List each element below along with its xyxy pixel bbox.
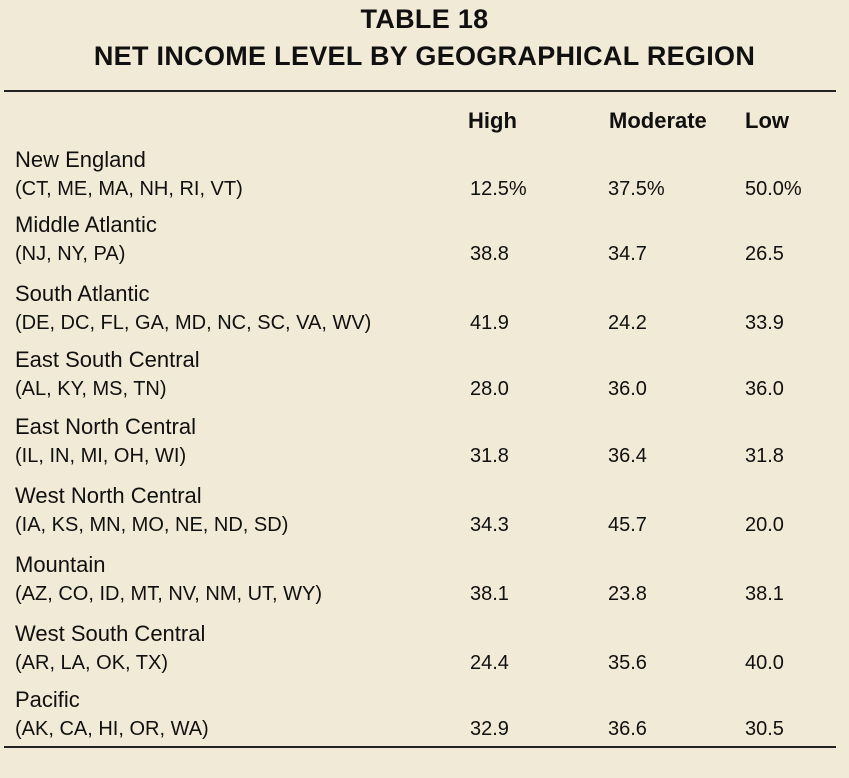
region-states: (AZ, CO, ID, MT, NV, NM, UT, WY) [15,583,323,605]
table-row: Mountain (AZ, CO, ID, MT, NV, NM, UT, WY… [0,551,849,619]
column-header-low: Low [745,108,789,133]
value-moderate: 24.2 [608,312,647,334]
region-states: (AL, KY, MS, TN) [15,378,167,400]
table-row: South Atlantic (DE, DC, FL, GA, MD, NC, … [0,280,849,348]
region-name: New England [15,147,146,172]
region-states: (IL, IN, MI, OH, WI) [15,445,187,467]
region-name: Middle Atlantic [15,212,157,237]
region-states: (NJ, NY, PA) [15,243,126,265]
table-row: East South Central (AL, KY, MS, TN) 28.0… [0,346,849,414]
value-high: 38.8 [470,243,509,265]
column-header-high: High [468,108,517,133]
value-low: 50.0% [745,178,802,200]
region-name: Mountain [15,552,106,577]
value-low: 40.0 [745,652,784,674]
value-high: 41.9 [470,312,509,334]
table-row: Middle Atlantic (NJ, NY, PA) 38.8 34.7 2… [0,211,849,279]
value-high: 28.0 [470,378,509,400]
top-rule [4,90,836,92]
value-low: 26.5 [745,243,784,265]
region-states: (CT, ME, MA, NH, RI, VT) [15,178,243,200]
table-row: West North Central (IA, KS, MN, MO, NE, … [0,482,849,550]
region-name: South Atlantic [15,281,150,306]
region-name: West South Central [15,621,206,646]
value-moderate: 36.6 [608,718,647,740]
value-high: 31.8 [470,445,509,467]
value-high: 34.3 [470,514,509,536]
value-low: 36.0 [745,378,784,400]
value-moderate: 36.0 [608,378,647,400]
value-high: 24.4 [470,652,509,674]
region-name: West North Central [15,483,202,508]
bottom-rule [4,746,836,748]
table-row: Pacific (AK, CA, HI, OR, WA) 32.9 36.6 3… [0,686,849,754]
value-moderate: 45.7 [608,514,647,536]
value-low: 30.5 [745,718,784,740]
value-low: 31.8 [745,445,784,467]
value-moderate: 23.8 [608,583,647,605]
table-row: West South Central (AR, LA, OK, TX) 24.4… [0,620,849,688]
value-high: 32.9 [470,718,509,740]
value-low: 33.9 [745,312,784,334]
value-low: 20.0 [745,514,784,536]
region-states: (DE, DC, FL, GA, MD, NC, SC, VA, WV) [15,312,372,334]
table-title: TABLE 18 [360,4,489,34]
table-row: East North Central (IL, IN, MI, OH, WI) … [0,413,849,481]
value-moderate: 35.6 [608,652,647,674]
value-low: 38.1 [745,583,784,605]
table-subtitle: NET INCOME LEVEL BY GEOGRAPHICAL REGION [93,41,756,71]
region-name: East South Central [15,347,200,372]
region-name: Pacific [15,687,80,712]
column-header-moderate: Moderate [609,108,707,133]
value-high: 38.1 [470,583,509,605]
value-high: 12.5% [470,178,527,200]
region-states: (IA, KS, MN, MO, NE, ND, SD) [15,514,289,536]
value-moderate: 37.5% [608,178,665,200]
value-moderate: 36.4 [608,445,647,467]
region-states: (AK, CA, HI, OR, WA) [15,718,209,740]
region-name: East North Central [15,414,196,439]
table-row: New England (CT, ME, MA, NH, RI, VT) 12.… [0,146,849,214]
region-states: (AR, LA, OK, TX) [15,652,168,674]
value-moderate: 34.7 [608,243,647,265]
